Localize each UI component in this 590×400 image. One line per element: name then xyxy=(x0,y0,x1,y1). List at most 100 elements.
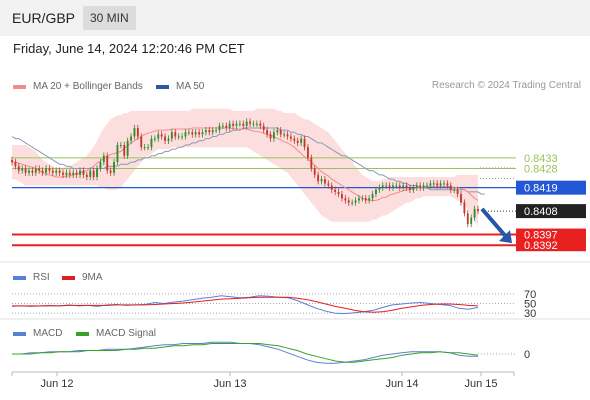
legend-macd-signal-swatch xyxy=(76,331,89,336)
candle-body xyxy=(300,138,303,143)
candle-body xyxy=(211,130,214,133)
candle-body xyxy=(470,217,473,224)
candle-body xyxy=(116,145,119,163)
candle-body xyxy=(130,136,132,141)
rsi-ref-label-0: 70 xyxy=(524,289,536,301)
candle-body xyxy=(426,185,428,187)
legend-rsi: RSI xyxy=(13,272,50,283)
candle-body xyxy=(225,125,228,128)
candle-body xyxy=(150,138,153,148)
candle-body xyxy=(378,187,381,190)
candle-body xyxy=(55,170,58,173)
candle-body xyxy=(337,191,340,195)
legend-ma50-swatch xyxy=(156,84,169,89)
legend-rsi-swatch xyxy=(13,275,26,280)
macd-zero-label: 0 xyxy=(524,349,530,361)
candle-body xyxy=(89,170,92,177)
timeframe-button[interactable]: 30 MIN xyxy=(83,6,136,30)
candle-body xyxy=(204,130,207,133)
bollinger-band xyxy=(12,108,478,226)
price-levels xyxy=(12,157,516,247)
candle-body xyxy=(296,140,299,143)
candle-body xyxy=(289,136,292,139)
candle-body xyxy=(371,194,374,199)
candle-body xyxy=(375,189,377,195)
candle-body xyxy=(174,132,177,137)
x-tick-label-1: Jun 13 xyxy=(213,378,246,390)
x-tick-label-2: Jun 14 xyxy=(385,378,418,390)
forecast-arrow xyxy=(480,207,512,244)
candle-body xyxy=(228,123,231,128)
candle-body xyxy=(354,200,357,203)
symbol-title: EUR/GBP xyxy=(12,10,76,26)
candlesticks xyxy=(11,118,479,228)
candle-body xyxy=(157,134,160,139)
candle-body xyxy=(283,134,286,136)
candle-body xyxy=(102,155,105,163)
candle-body xyxy=(266,130,269,135)
x-tick-label-0: Jun 12 xyxy=(40,378,73,390)
legend-ma50: MA 50 xyxy=(156,81,204,92)
candle-body xyxy=(65,172,68,175)
candle-body xyxy=(41,170,44,173)
candle-body xyxy=(463,202,466,214)
x-axis: Jun 12 Jun 13 Jun 14 Jun 15 xyxy=(11,371,515,390)
candle-body xyxy=(473,208,476,218)
candle-body xyxy=(466,213,469,224)
candle-body xyxy=(324,179,326,184)
candle-body xyxy=(436,183,439,186)
candle-body xyxy=(14,162,17,167)
candle-body xyxy=(385,185,388,187)
candle-body xyxy=(140,136,143,148)
candle-body xyxy=(38,168,41,171)
candle-body xyxy=(262,125,265,131)
candle-body xyxy=(432,183,435,185)
legend-9ma: 9MA xyxy=(62,272,103,283)
candle-body xyxy=(388,185,391,188)
candle-body xyxy=(453,189,456,191)
candle-body xyxy=(460,194,462,203)
candle-body xyxy=(21,168,24,171)
candle-body xyxy=(109,170,112,173)
resistance-label-1: 0.8428 xyxy=(524,163,558,175)
candle-body xyxy=(439,183,442,186)
candle-body xyxy=(341,194,343,199)
candle-body xyxy=(456,189,459,195)
candle-body xyxy=(409,187,411,190)
candle-body xyxy=(119,145,122,147)
candle-body xyxy=(17,166,20,171)
candle-body xyxy=(269,134,272,139)
candle-body xyxy=(395,185,398,187)
candle-body xyxy=(164,136,166,141)
moving-averages xyxy=(11,127,485,201)
candle-body xyxy=(358,198,360,201)
x-tick-label-3: Jun 15 xyxy=(464,378,497,390)
last-price-box xyxy=(516,204,586,219)
candle-body xyxy=(317,174,320,182)
bollinger-band-area xyxy=(12,108,478,226)
legend-rsi-label: RSI xyxy=(33,272,50,283)
candle-body xyxy=(361,198,364,200)
candle-body xyxy=(443,183,445,185)
legend-macd-signal: MACD Signal xyxy=(76,328,156,339)
candle-body xyxy=(187,132,190,134)
candle-body xyxy=(221,125,224,127)
candle-body xyxy=(313,168,316,175)
candle-body xyxy=(96,168,98,177)
candle-body xyxy=(143,147,146,149)
legend-ma50-label: MA 50 xyxy=(176,81,205,92)
candle-body xyxy=(28,170,30,173)
candle-body xyxy=(344,198,347,201)
candle-body xyxy=(24,168,27,173)
candle-body xyxy=(381,185,384,188)
legend-ma20-label: MA 20 + Bollinger Bands xyxy=(33,81,143,92)
candle-body xyxy=(415,185,418,188)
candle-body xyxy=(238,123,241,125)
legend-macd-label: MACD xyxy=(33,328,63,339)
candle-body xyxy=(327,183,330,186)
macd-panel: 0 xyxy=(12,341,530,364)
legend-ma20-swatch xyxy=(13,84,26,89)
